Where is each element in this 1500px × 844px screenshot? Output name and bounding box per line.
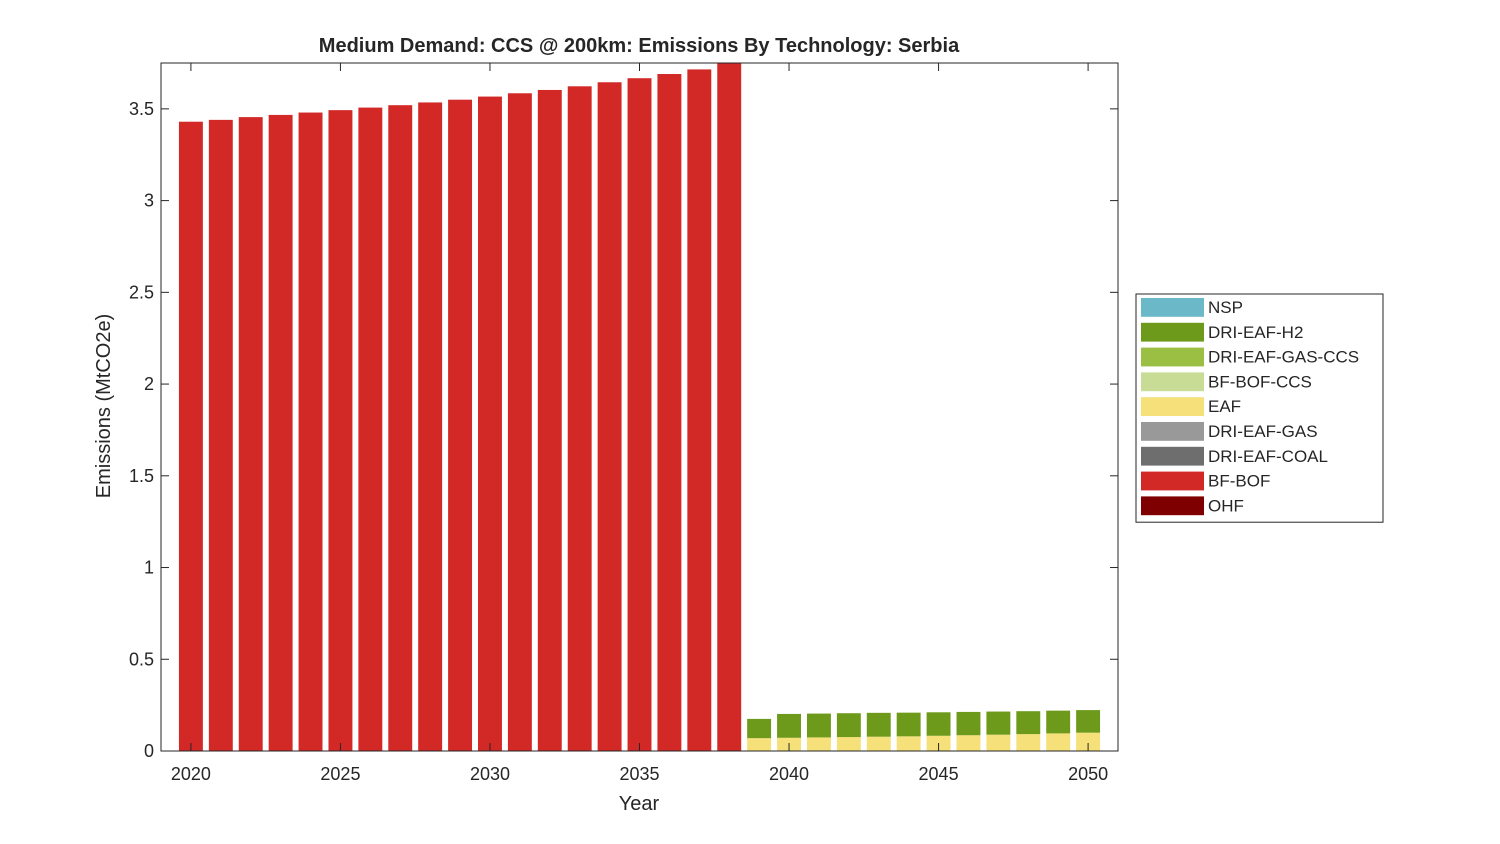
legend-label-bf-bof-ccs: BF-BOF-CCS <box>1208 372 1312 391</box>
bar-bf-bof-2021 <box>208 119 233 752</box>
y-tick-label-0-5: 0.5 <box>129 649 154 669</box>
bar-bf-bof-2037 <box>687 69 712 752</box>
legend-label-eaf: EAF <box>1208 397 1241 416</box>
bar-eaf-2044 <box>896 736 921 751</box>
bar-bf-bof-2020 <box>178 121 203 751</box>
x-tick-label-2020: 2020 <box>171 764 211 784</box>
bar-dri-eaf-h2-2041 <box>806 713 831 738</box>
bar-eaf-2050 <box>1076 732 1101 751</box>
legend-label-ohf: OHF <box>1208 496 1244 515</box>
bar-eaf-2049 <box>1046 733 1071 751</box>
x-tick-label-2050: 2050 <box>1068 764 1108 784</box>
legend-swatch-ohf <box>1141 496 1204 516</box>
bar-dri-eaf-h2-2042 <box>836 713 861 738</box>
bar-dri-eaf-h2-2043 <box>866 712 891 737</box>
legend-swatch-nsp <box>1141 298 1204 317</box>
bars-group <box>178 63 1101 752</box>
legend-label-dri-eaf-gas-ccs: DRI-EAF-GAS-CCS <box>1208 348 1359 367</box>
legend-label-dri-eaf-gas: DRI-EAF-GAS <box>1208 422 1318 441</box>
legend-swatch-dri-eaf-gas <box>1141 422 1204 441</box>
legend-label-nsp: NSP <box>1208 298 1243 317</box>
axes-group: 2020 2025 2030 2035 2040 2045 2050 0 0.5 1 1.5 2 2.5… <box>129 62 1119 784</box>
bar-bf-bof-2038 <box>717 63 742 751</box>
x-tick-label-2045: 2045 <box>919 764 959 784</box>
legend-label-dri-eaf-h2: DRI-EAF-H2 <box>1208 323 1303 342</box>
chart-title: Medium Demand: CCS @ 200km: Emissions By… <box>319 35 960 57</box>
bar-bf-bof-2036 <box>657 74 682 751</box>
legend: NSP DRI-EAF-H2 DRI-EAF-GAS-CCS BF-BOF-CCS EA… <box>1135 293 1384 523</box>
legend-swatch-bf-bof <box>1141 471 1204 491</box>
bar-dri-eaf-h2-2045 <box>926 712 951 736</box>
bar-bf-bof-2023 <box>268 114 293 752</box>
bar-bf-bof-2035 <box>627 78 652 752</box>
bar-eaf-2039 <box>747 738 772 751</box>
legend-swatch-dri-eaf-gas-ccs <box>1141 347 1204 367</box>
bar-bf-bof-2027 <box>388 105 413 751</box>
legend-swatch-dri-eaf-h2 <box>1141 322 1204 342</box>
bar-dri-eaf-h2-2049 <box>1046 710 1071 734</box>
bar-bf-bof-2031 <box>507 93 532 751</box>
bar-eaf-2046 <box>956 735 981 751</box>
bar-eaf-2042 <box>836 737 861 751</box>
bar-bf-bof-2033 <box>567 86 592 752</box>
legend-swatch-dri-eaf-coal <box>1141 446 1204 466</box>
bar-eaf-2043 <box>866 736 891 751</box>
bar-eaf-2048 <box>1016 734 1041 751</box>
y-axis-title: Emissions (MtCO2e) <box>93 314 115 498</box>
legend-swatch-eaf <box>1141 397 1204 416</box>
bar-bf-bof-2026 <box>358 107 383 751</box>
legend-swatch-bf-bof-ccs <box>1141 372 1204 392</box>
bar-eaf-2041 <box>806 737 831 751</box>
x-tick-label-2025: 2025 <box>320 764 360 784</box>
legend-label-dri-eaf-coal: DRI-EAF-COAL <box>1208 447 1328 466</box>
x-tick-label-2035: 2035 <box>619 764 659 784</box>
x-tick-label-2030: 2030 <box>470 764 510 784</box>
bar-bf-bof-2024 <box>298 112 323 752</box>
y-tick-label-1-5: 1.5 <box>129 466 154 486</box>
y-tick-label-3-5: 3.5 <box>129 99 154 119</box>
bar-eaf-2047 <box>986 734 1011 751</box>
bar-dri-eaf-h2-2044 <box>896 712 921 737</box>
bar-dri-eaf-h2-2046 <box>956 711 981 736</box>
y-tick-label-1: 1 <box>144 558 154 578</box>
bar-bf-bof-2030 <box>478 96 502 751</box>
bar-dri-eaf-h2-2047 <box>986 711 1011 735</box>
bar-dri-eaf-h2-2050 <box>1076 710 1101 733</box>
bar-bf-bof-2022 <box>238 117 263 752</box>
x-tick-label-2040: 2040 <box>769 764 809 784</box>
bar-bf-bof-2025 <box>328 110 353 751</box>
bar-bf-bof-2032 <box>537 89 562 752</box>
bar-dri-eaf-h2-2040 <box>777 713 801 738</box>
legend-label-bf-bof: BF-BOF <box>1208 472 1270 491</box>
bar-bf-bof-2029 <box>448 99 473 751</box>
y-tick-label-3: 3 <box>144 191 154 211</box>
y-tick-label-0: 0 <box>144 741 154 761</box>
y-tick-label-2-5: 2.5 <box>129 282 154 302</box>
bar-dri-eaf-h2-2048 <box>1016 711 1041 735</box>
x-axis-title: Year <box>619 793 660 815</box>
bar-bf-bof-2034 <box>597 82 622 751</box>
y-tick-label-2: 2 <box>144 374 154 394</box>
bar-dri-eaf-h2-2039 <box>747 718 772 739</box>
bar-bf-bof-2028 <box>418 102 443 751</box>
